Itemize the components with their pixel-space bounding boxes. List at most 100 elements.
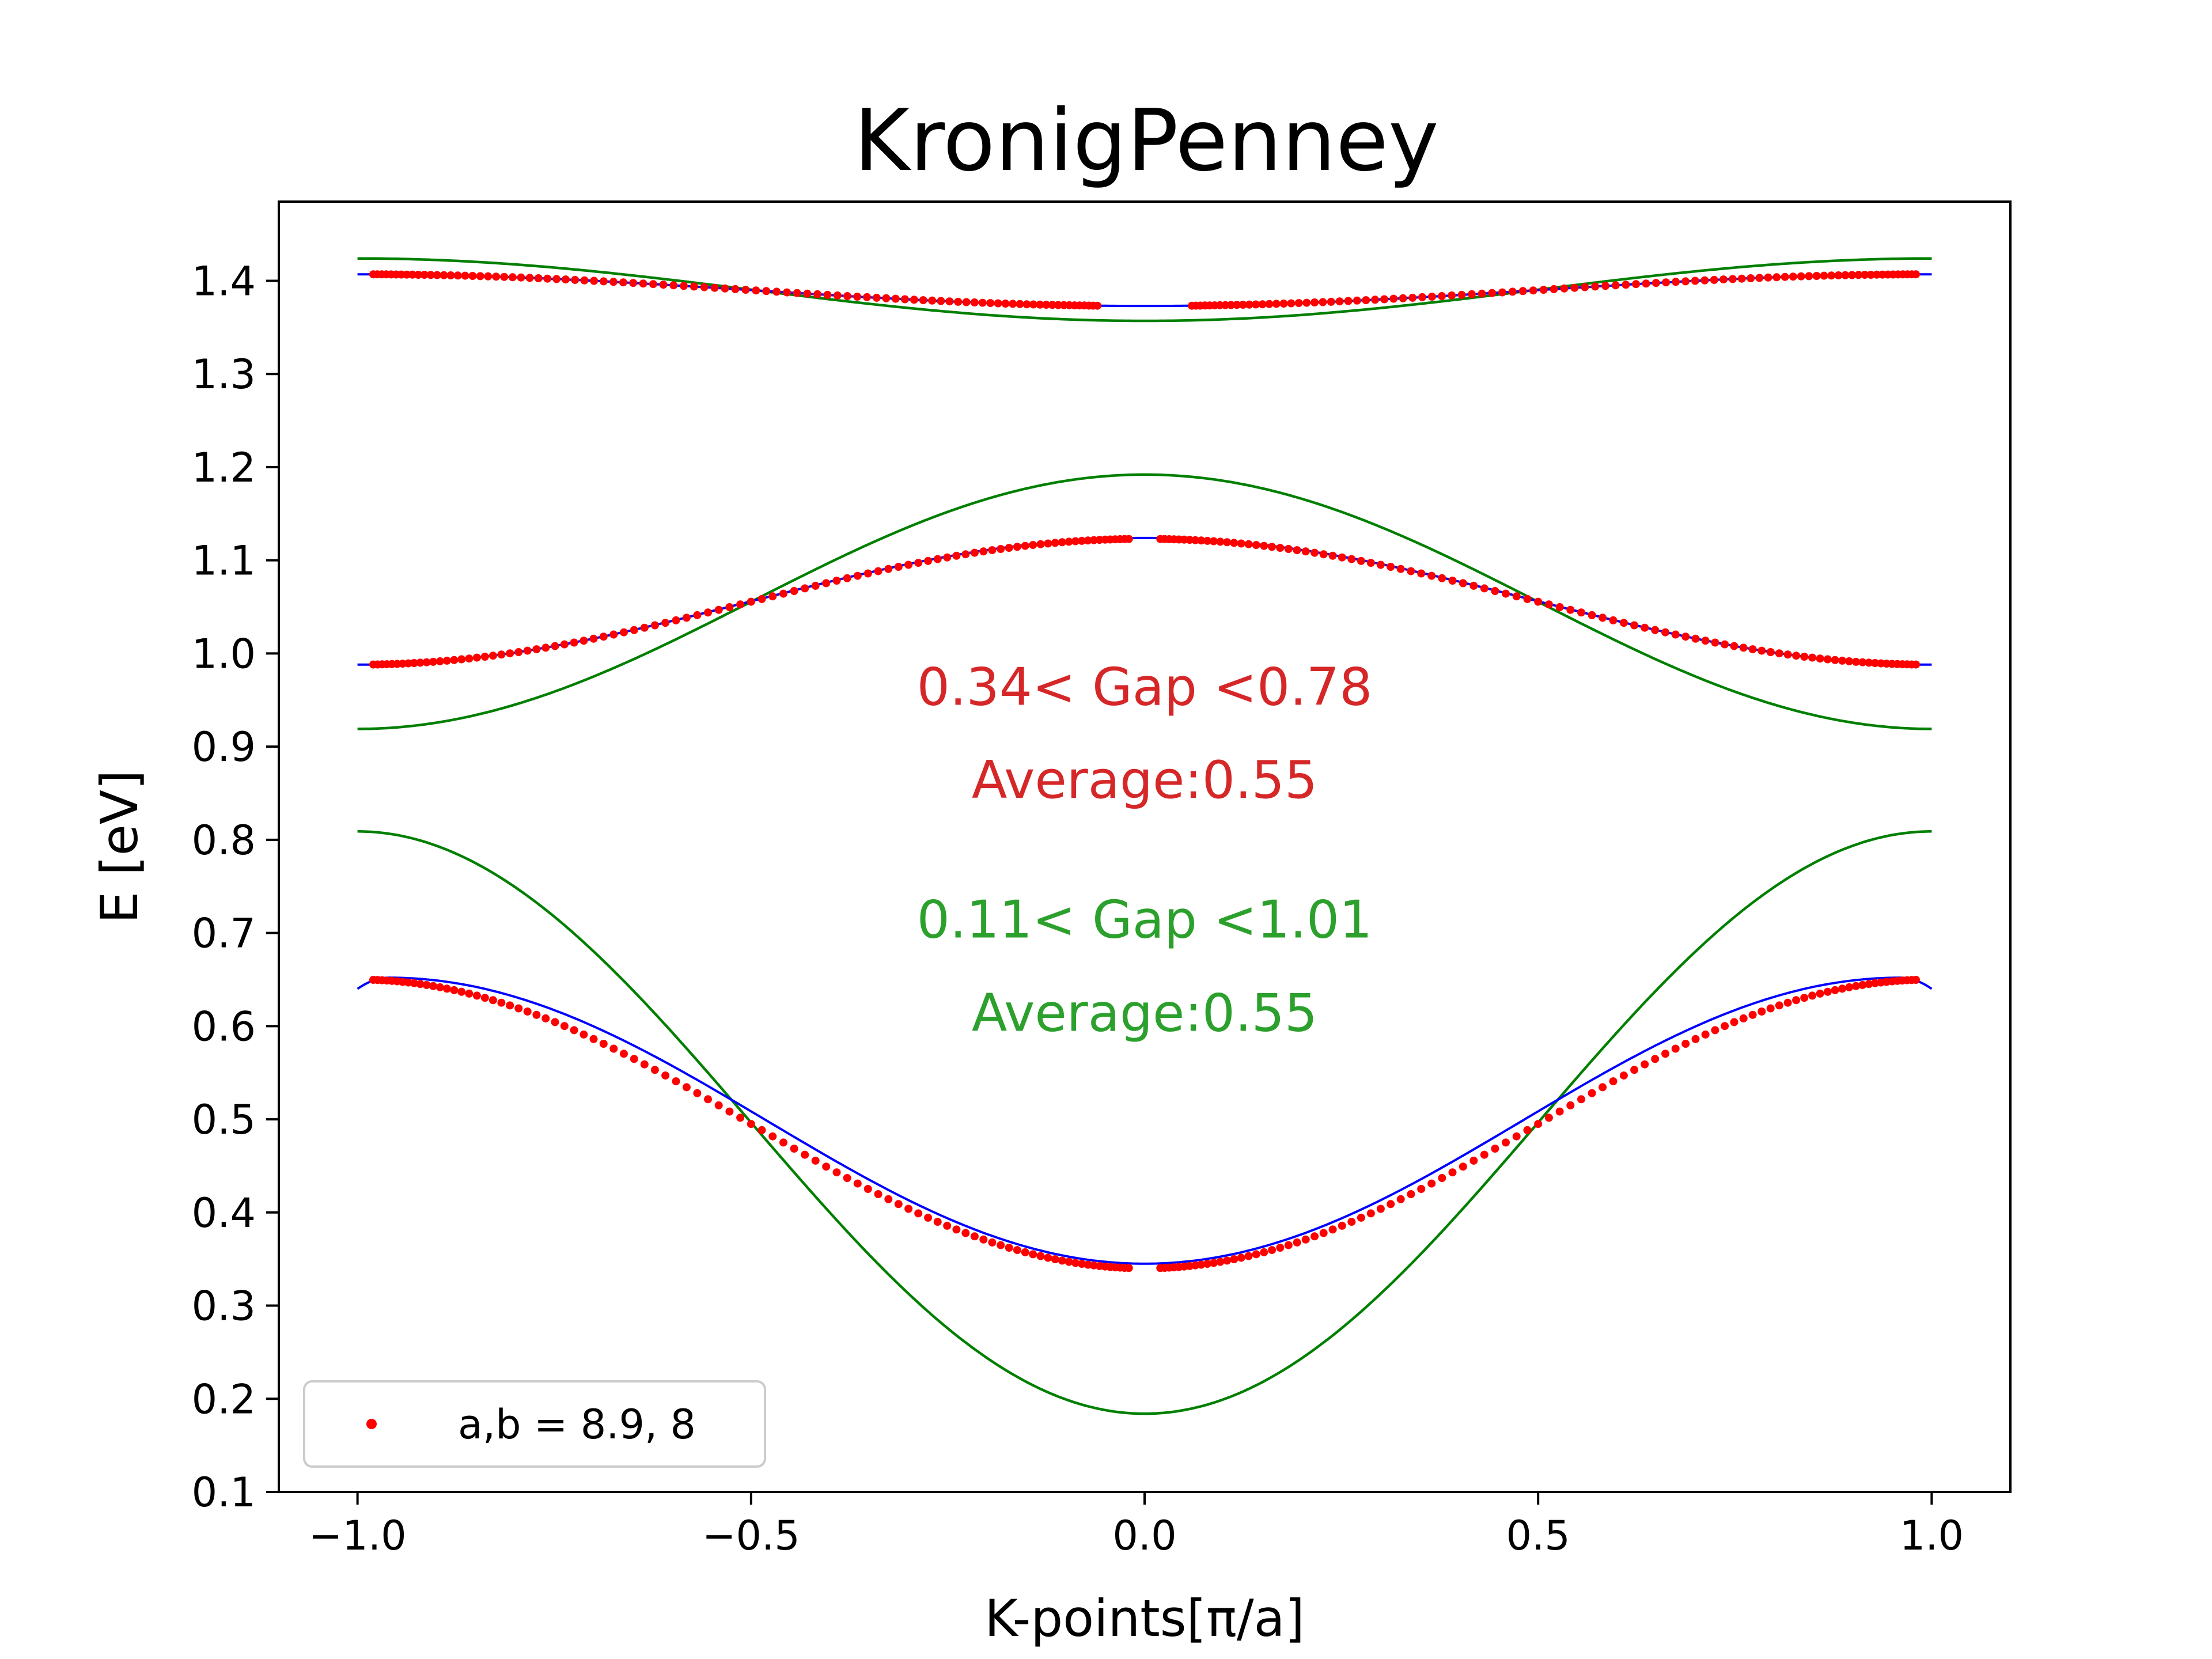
scatter-point [943,1221,952,1230]
scatter-point [514,1004,523,1013]
scatter-point [710,283,719,292]
scatter-point [1792,996,1801,1005]
scatter-point [1268,543,1277,551]
scatter-point [970,548,979,557]
scatter-point [1191,1261,1200,1270]
scatter-point [468,272,477,280]
scatter-point [497,998,506,1007]
scatter-point [884,565,893,573]
scatter-point [1362,296,1370,305]
scatter-point [979,1235,988,1244]
scatter-point [843,292,851,300]
scatter-point [1344,297,1353,305]
scatter-point [1366,1209,1375,1218]
scatter-point [1508,287,1517,296]
scatter-point [1588,611,1596,619]
scatter-point [1328,1225,1337,1234]
scatter-point [928,296,937,305]
scatter-point [1029,541,1037,550]
scatter-point [1408,293,1417,302]
scatter-point [1480,1150,1488,1159]
scatter-point [1772,273,1781,282]
scatter-point [1084,1260,1092,1269]
scatter-point [1051,1255,1059,1263]
scatter-point [1221,301,1230,309]
scatter-point [672,616,680,624]
scatter-point [900,295,909,304]
scatter-point [506,1001,514,1010]
scatter-point [823,290,832,299]
scatter-point [1534,597,1543,606]
scatter-point [1310,548,1319,557]
scatter-point [1775,1001,1783,1010]
scatter-point [1279,300,1288,308]
scatter-point [1260,1248,1268,1256]
scatter-point [1319,298,1327,306]
scatter-point [803,289,812,298]
y-tick-label: 1.3 [192,351,256,398]
scatter-point [1838,984,1847,993]
scatter-point [435,983,444,991]
scatter-point [1302,298,1311,307]
scatter-point [1051,539,1059,547]
scatter-point [1084,536,1092,545]
scatter-point [894,563,903,571]
scatter-point [1912,270,1920,279]
scatter-point [910,296,918,304]
scatter-point [416,658,425,667]
scatter-point [700,283,709,291]
scatter-point [1700,276,1709,285]
scatter-point [1284,1241,1293,1249]
scatter-point [779,1138,787,1147]
scatter-point [1622,281,1630,289]
scatter-point [571,275,579,284]
scatter-point [768,1132,777,1141]
scatter-point [994,299,1002,308]
plot-area [357,257,1933,1415]
scatter-point [1042,301,1051,309]
scatter-point [1755,274,1764,282]
scatter-point [822,579,831,588]
scatter-point [1858,658,1867,666]
scatter-point [872,293,881,302]
scatter-point [1237,1253,1245,1262]
scatter-point [1054,301,1062,309]
scatter-point [762,287,771,296]
scatter-point [1831,656,1839,664]
scatter-point [1058,538,1066,547]
scatter-point [1721,640,1729,649]
scatter-point [523,646,532,655]
scatter-point [1730,642,1738,650]
scatter-point [1812,272,1821,280]
scatter-point [1293,546,1301,555]
scatter-point [422,658,431,666]
scatter-point [442,984,451,993]
scatter-point [1523,594,1532,603]
scatter-point [945,297,954,306]
y-tick-label: 1.0 [192,630,256,677]
scatter-point [429,657,437,666]
scatter-point [1728,275,1737,283]
scatter-point [690,282,698,291]
scatter-point [414,271,423,279]
scatter-point [1293,1238,1301,1247]
scatter-point [562,275,570,284]
scatter-point [525,274,534,282]
scatter-point [1730,1018,1738,1027]
annotations: 0.34< Gap <0.78 Average:0.55 0.11< Gap <1.… [917,657,1373,1043]
scatter-point [1502,589,1510,598]
scatter-series-band-1 [369,976,1920,1272]
scatter-point [1287,299,1296,308]
scatter-point [1845,983,1854,991]
scatter-point [1048,301,1056,309]
scatter-point [1560,284,1569,293]
scatter-point [757,1126,766,1134]
tight_binding-line-band-1 [357,830,1932,1415]
scatter-point [461,271,469,280]
scatter-point [986,299,995,308]
scatter-point [1866,271,1875,279]
gap-annotation: 0.11< Gap <1.01 [917,890,1373,950]
scatter-point [933,555,942,563]
scatter-point [426,271,435,279]
scatter-point [1237,539,1245,548]
